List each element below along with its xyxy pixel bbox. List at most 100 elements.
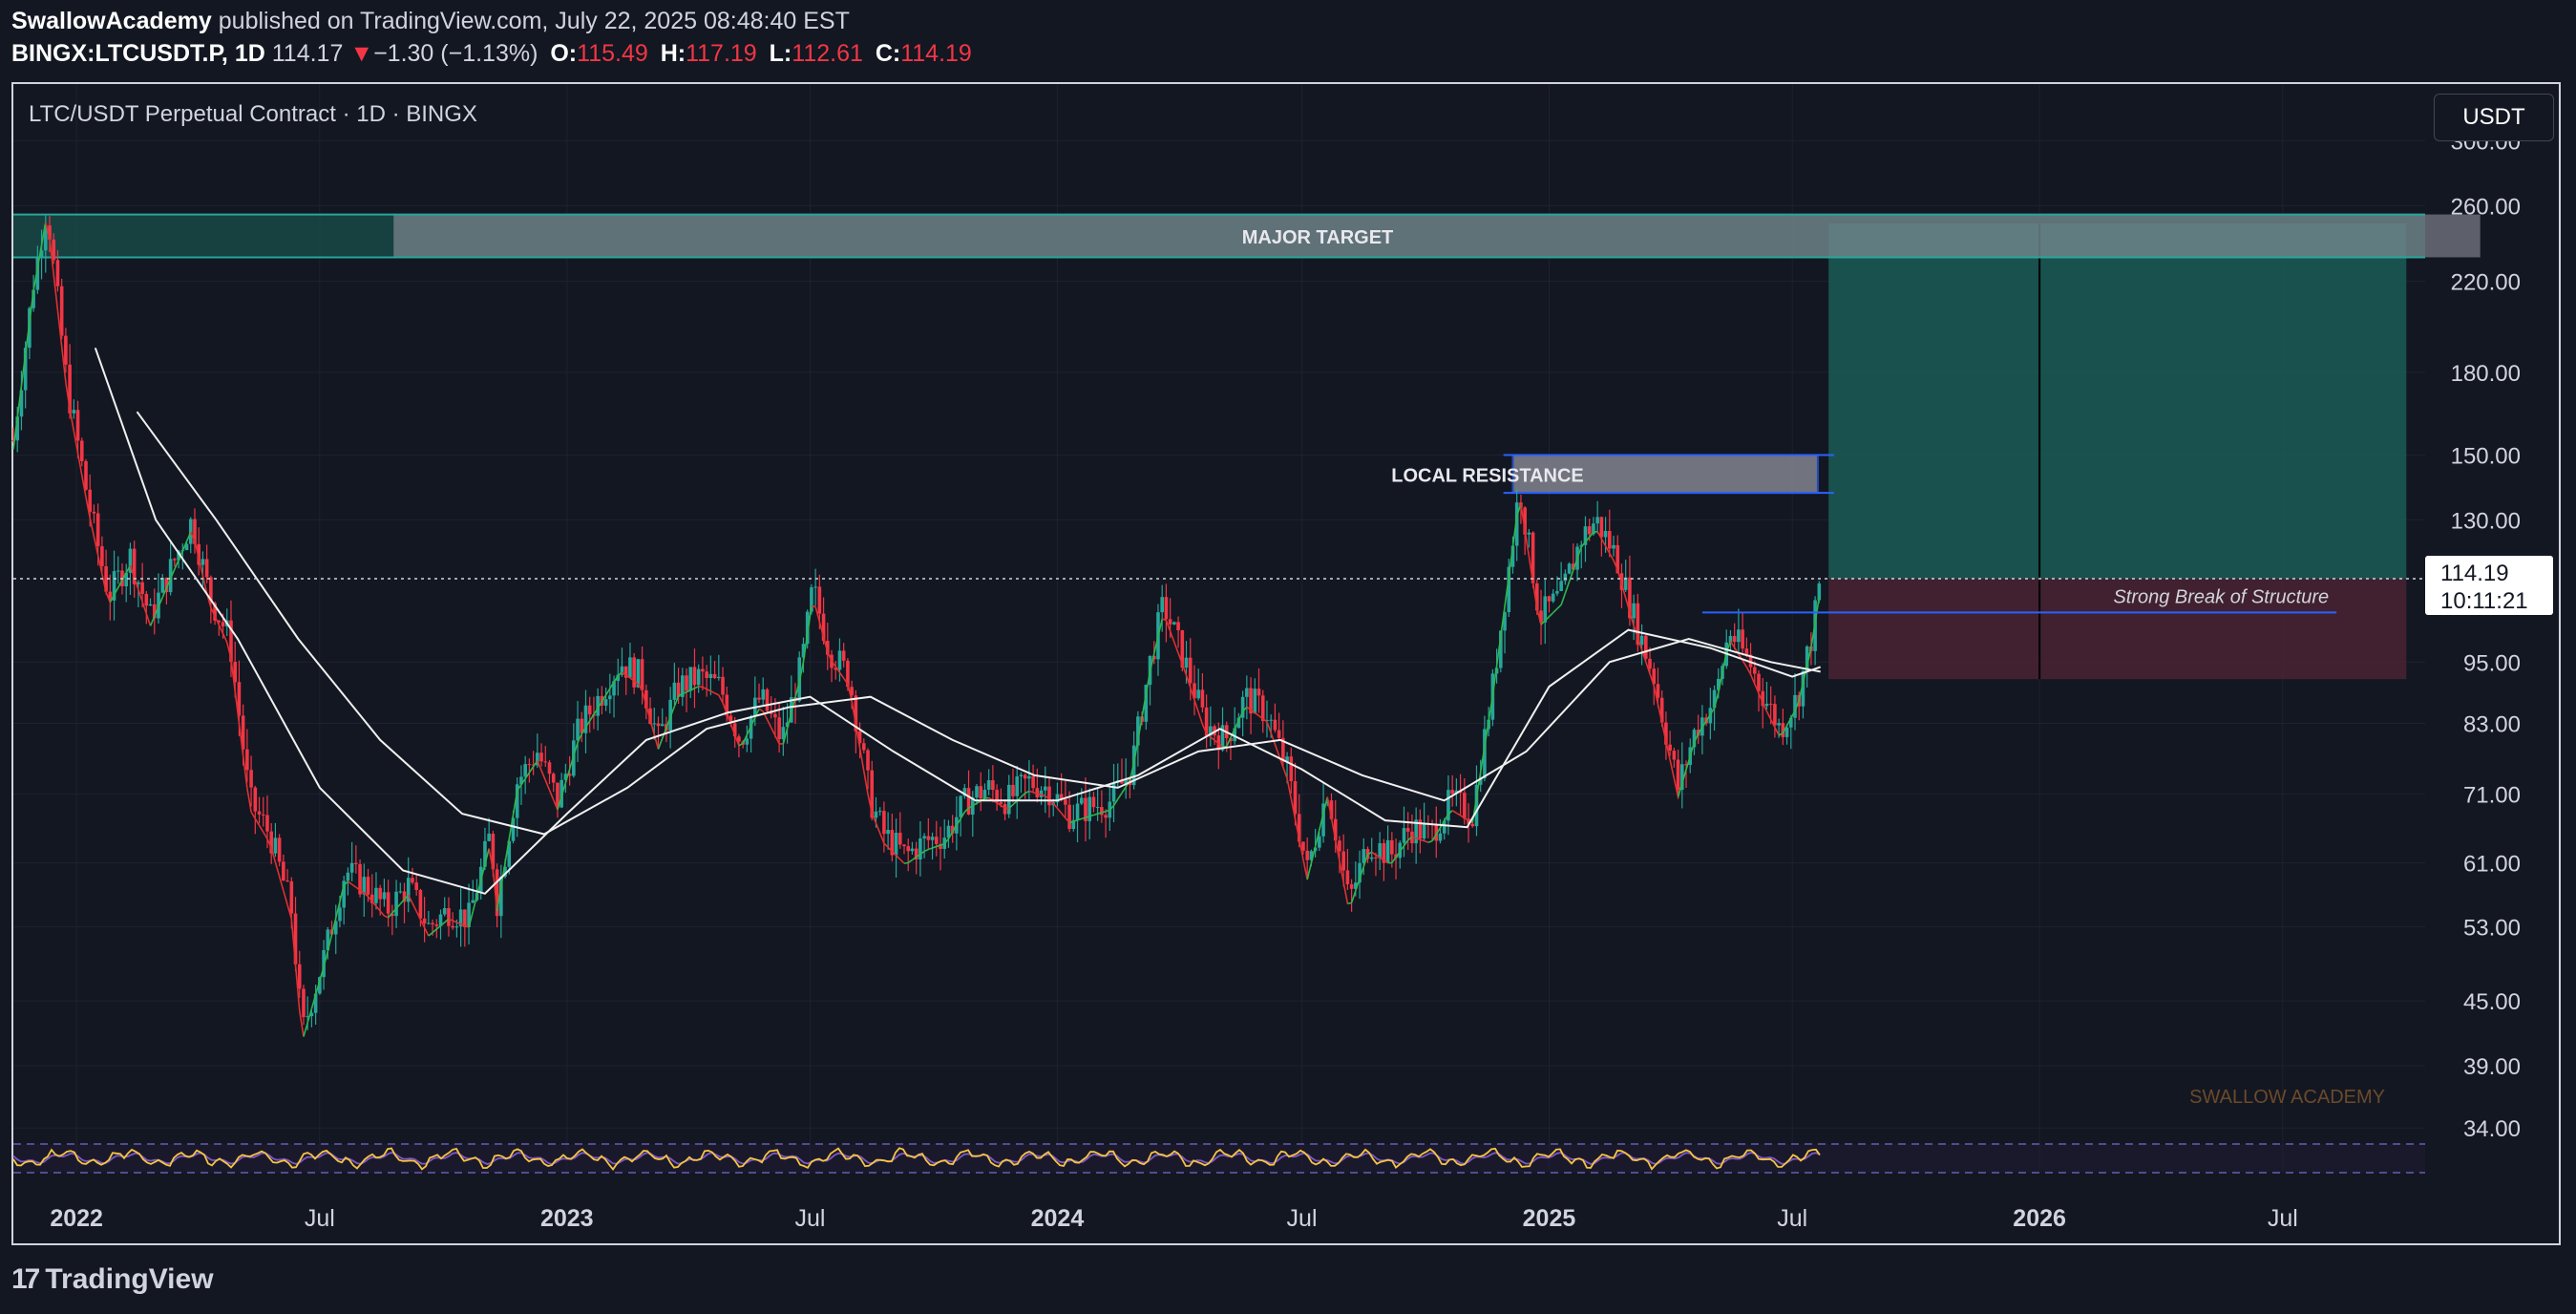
ema-segment xyxy=(141,601,148,614)
candle-body xyxy=(1176,622,1180,631)
candle-body xyxy=(1265,720,1269,722)
ema-segment xyxy=(330,918,337,935)
candle-body xyxy=(245,749,249,771)
ema-segment xyxy=(528,766,535,774)
symbol[interactable]: BINGX:LTCUSDT.P, xyxy=(11,40,228,67)
candle-body xyxy=(132,548,137,584)
ema-segment xyxy=(1778,731,1784,736)
time-tick-label: Jul xyxy=(1287,1205,1318,1232)
ema-segment xyxy=(117,580,123,588)
ema-segment xyxy=(161,587,168,598)
ema-segment xyxy=(367,896,373,902)
ema-segment xyxy=(1451,810,1457,815)
candle-body xyxy=(1067,804,1071,830)
ema-segment xyxy=(1769,718,1776,728)
ema-segment xyxy=(960,811,966,819)
candle-body xyxy=(1788,717,1793,728)
ema-segment xyxy=(408,894,413,904)
ema-segment xyxy=(412,902,417,912)
ema-segment xyxy=(1028,790,1034,794)
candle-body xyxy=(92,511,96,514)
ema-segment xyxy=(89,518,95,538)
ema-segment xyxy=(1810,622,1816,648)
ema-segment xyxy=(867,794,874,814)
ema-segment xyxy=(1758,692,1763,704)
candle-body xyxy=(1084,797,1087,821)
candle-body xyxy=(1679,764,1684,790)
candle-body xyxy=(273,837,278,854)
time-tick-label: 2026 xyxy=(2013,1205,2066,1232)
ema-segment xyxy=(1495,636,1502,667)
ema-segment xyxy=(1395,851,1401,858)
ema-segment xyxy=(415,910,422,921)
candle-body xyxy=(1684,764,1688,766)
currency-button[interactable]: USDT xyxy=(2434,94,2554,141)
ema-segment xyxy=(686,689,691,693)
time-tick-label: 2024 xyxy=(1031,1205,1085,1232)
interval[interactable]: 1D xyxy=(234,40,265,67)
candle-body xyxy=(64,335,68,365)
tradingview-logo-icon[interactable]: 17 xyxy=(11,1263,40,1295)
ema-segment xyxy=(1097,812,1103,815)
candle-body xyxy=(374,887,378,903)
candle-body xyxy=(946,825,951,838)
price-tick-label: 260.00 xyxy=(2451,194,2521,220)
candle-body xyxy=(587,705,592,715)
author[interactable]: SwallowAcademy xyxy=(11,8,212,34)
ema-segment xyxy=(334,901,341,919)
ema-segment xyxy=(786,712,792,729)
price-tick-label: 34.00 xyxy=(2463,1116,2521,1142)
candle-body xyxy=(1523,507,1527,535)
ema-segment xyxy=(93,536,99,556)
candle-body xyxy=(35,256,40,290)
ema-segment xyxy=(633,680,639,685)
ema-segment xyxy=(729,724,736,735)
ema-segment xyxy=(1270,732,1277,745)
candle-body xyxy=(1418,819,1423,839)
ema-segment xyxy=(403,894,410,901)
ema-segment xyxy=(185,531,192,542)
ema-segment xyxy=(1814,597,1821,624)
ema-segment xyxy=(1173,642,1179,654)
candle-body xyxy=(1200,689,1205,708)
candle-body xyxy=(672,682,677,700)
ema-segment xyxy=(479,863,486,880)
ema-segment xyxy=(1444,814,1449,822)
ema-segment xyxy=(1065,817,1070,824)
footer-logo[interactable]: TradingView xyxy=(45,1263,214,1295)
ema-segment xyxy=(903,861,909,864)
candle-body xyxy=(1599,517,1604,538)
candle-body xyxy=(1664,722,1668,745)
ema-segment xyxy=(1524,530,1531,557)
ema-segment xyxy=(1576,546,1583,560)
candle-body xyxy=(1781,723,1785,737)
ema-segment xyxy=(137,589,143,603)
candle-body xyxy=(1499,630,1503,668)
candle-body xyxy=(112,571,116,601)
candle-body xyxy=(1269,719,1273,721)
ema-segment xyxy=(428,931,433,937)
candle-body xyxy=(1668,744,1672,752)
candle-body xyxy=(100,546,104,566)
candle-body xyxy=(511,817,516,841)
candle-body xyxy=(1100,807,1104,816)
ema-segment xyxy=(1484,721,1489,747)
ema-segment xyxy=(1399,845,1405,853)
candle-body xyxy=(1164,597,1169,620)
candle-body xyxy=(15,416,20,441)
ema-segment xyxy=(475,880,482,897)
candle-body xyxy=(757,697,761,700)
ema-segment xyxy=(947,831,954,839)
candle-body xyxy=(1442,820,1446,834)
ema-segment xyxy=(1564,581,1571,594)
ema-segment xyxy=(1177,652,1184,665)
candle-body xyxy=(567,774,572,776)
candle-body xyxy=(346,872,350,881)
candle-body xyxy=(277,837,282,862)
ema-segment xyxy=(1375,854,1381,858)
ema-segment xyxy=(673,695,680,708)
ema-segment xyxy=(1310,846,1317,863)
candle-body xyxy=(640,659,644,690)
ema-segment xyxy=(1020,793,1026,798)
